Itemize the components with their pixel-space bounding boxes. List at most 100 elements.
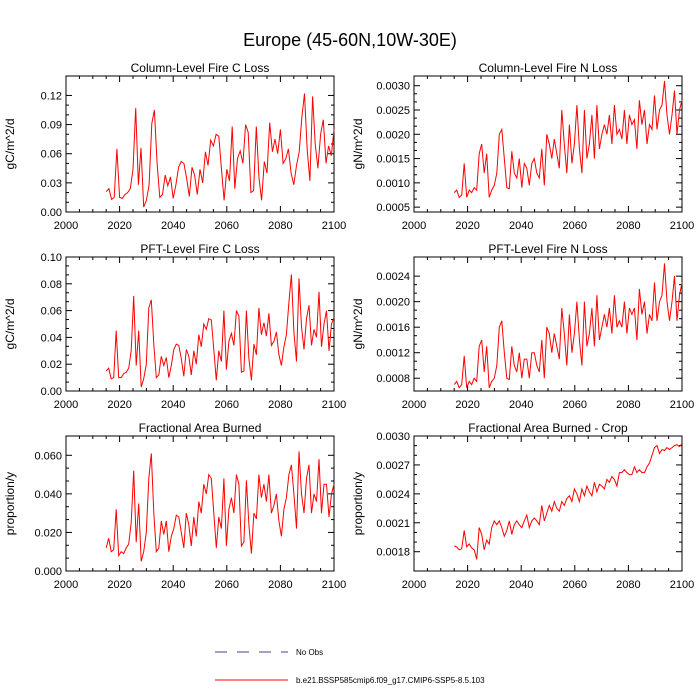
plot-frame bbox=[413, 75, 683, 213]
y-tick-label: 0.00 bbox=[41, 207, 62, 219]
legend-no-obs-label: No Obs bbox=[296, 648, 323, 657]
x-tick-label: 2080 bbox=[616, 579, 640, 591]
y-tick-label: 0.0024 bbox=[376, 489, 410, 501]
x-tick-label: 2040 bbox=[161, 579, 185, 591]
y-tick-label: 0.08 bbox=[41, 279, 62, 291]
plot-frame bbox=[65, 435, 335, 572]
y-tick-label: 0.020 bbox=[34, 527, 62, 539]
y-tick-label: 0.0018 bbox=[376, 547, 410, 559]
y-tick-label: 0.10 bbox=[41, 252, 62, 264]
y-tick-label: 0.0030 bbox=[376, 81, 410, 93]
y-tick-label: 0.0015 bbox=[376, 154, 410, 166]
y-tick-label: 0.0016 bbox=[376, 322, 410, 334]
chart-panel-2: Column-Level Fire N Loss gN/m^2/d 2000 2020… bbox=[351, 61, 694, 232]
legend: No Obs b.e21.BSSP585cmip6.f09_g17.CMIP6-… bbox=[215, 648, 485, 685]
y-tick-label: 0.0020 bbox=[376, 129, 410, 141]
y-tick-label: 0.0012 bbox=[376, 348, 410, 360]
x-tick-label: 2040 bbox=[509, 220, 533, 232]
x-tick-label: 2020 bbox=[455, 220, 479, 232]
x-tick-label: 2080 bbox=[616, 220, 640, 232]
plot-frame bbox=[413, 256, 683, 392]
y-axis-label: gN/m^2/d bbox=[351, 299, 365, 350]
x-tick-label: 2080 bbox=[268, 579, 292, 591]
x-tick-label: 2040 bbox=[509, 399, 533, 411]
x-tick-label: 2100 bbox=[322, 220, 346, 232]
chart-panel-4: PFT-Level Fire N Loss gN/m^2/d 2000 2020 204… bbox=[351, 242, 694, 411]
chart-panel-1: Column-Level Fire C Loss gC/m^2/d 2000 2020… bbox=[3, 61, 346, 232]
series-line-1 bbox=[105, 274, 335, 388]
panel-title: PFT-Level Fire N Loss bbox=[488, 242, 607, 256]
chart-panel-3: PFT-Level Fire C Loss gC/m^2/d 2000 2020 204… bbox=[3, 242, 346, 411]
y-tick-label: 0.04 bbox=[41, 332, 62, 344]
x-tick-label: 2080 bbox=[268, 399, 292, 411]
y-tick-label: 0.00 bbox=[41, 386, 62, 398]
y-tick-label: 0.0024 bbox=[376, 271, 410, 283]
y-tick-label: 0.040 bbox=[34, 489, 62, 501]
y-tick-label: 0.000 bbox=[34, 566, 62, 578]
legend-model-label: b.e21.BSSP585cmip6.f09_g17.CMIP6-SSP5-8.… bbox=[296, 676, 485, 685]
y-tick-label: 0.02 bbox=[41, 359, 62, 371]
x-tick-label: 2100 bbox=[670, 579, 694, 591]
y-tick-label: 0.03 bbox=[41, 178, 62, 190]
x-tick-label: 2000 bbox=[402, 579, 426, 591]
y-tick-label: 0.0025 bbox=[376, 105, 410, 117]
x-tick-label: 2040 bbox=[161, 399, 185, 411]
x-tick-label: 2100 bbox=[670, 399, 694, 411]
y-axis-label: proportion/y bbox=[351, 472, 365, 535]
x-tick-label: 2020 bbox=[455, 399, 479, 411]
x-tick-label: 2040 bbox=[509, 579, 533, 591]
x-tick-label: 2100 bbox=[322, 399, 346, 411]
page-title: Europe (45-60N,10W-30E) bbox=[243, 30, 457, 50]
y-axis-label: proportion/y bbox=[3, 472, 17, 535]
x-tick-label: 2000 bbox=[402, 399, 426, 411]
x-tick-label: 2060 bbox=[215, 579, 239, 591]
y-tick-label: 0.0005 bbox=[376, 202, 410, 214]
series-line-1 bbox=[105, 93, 335, 208]
y-tick-label: 0.0008 bbox=[376, 373, 410, 385]
chart-panel-6: Fractional Area Burned - Crop proportion/… bbox=[351, 421, 694, 591]
panel-title: Fractional Area Burned - Crop bbox=[468, 421, 628, 435]
series-line-1 bbox=[453, 80, 683, 199]
y-tick-label: 0.12 bbox=[41, 90, 62, 102]
x-tick-label: 2000 bbox=[54, 399, 78, 411]
x-tick-label: 2080 bbox=[268, 220, 292, 232]
x-tick-label: 2000 bbox=[54, 220, 78, 232]
x-tick-label: 2020 bbox=[107, 399, 131, 411]
x-tick-label: 2100 bbox=[322, 579, 346, 591]
series-line-1 bbox=[453, 263, 683, 389]
panel-title: PFT-Level Fire C Loss bbox=[140, 242, 259, 256]
panel-title: Column-Level Fire N Loss bbox=[479, 61, 618, 75]
series-line-1 bbox=[105, 451, 335, 562]
y-tick-label: 0.060 bbox=[34, 450, 62, 462]
panel-title: Column-Level Fire C Loss bbox=[131, 61, 270, 75]
series-line-1 bbox=[454, 443, 683, 560]
x-tick-label: 2060 bbox=[563, 399, 587, 411]
x-tick-label: 2020 bbox=[107, 579, 131, 591]
y-tick-label: 0.09 bbox=[41, 120, 62, 132]
x-tick-label: 2060 bbox=[563, 220, 587, 232]
panel-title: Fractional Area Burned bbox=[139, 421, 262, 435]
plot-frame bbox=[413, 435, 683, 572]
y-tick-label: 0.0030 bbox=[376, 431, 410, 443]
y-axis-label: gC/m^2/d bbox=[3, 299, 17, 350]
x-tick-label: 2100 bbox=[670, 220, 694, 232]
y-tick-label: 0.06 bbox=[41, 306, 62, 318]
x-tick-label: 2020 bbox=[455, 579, 479, 591]
x-tick-label: 2040 bbox=[161, 220, 185, 232]
x-tick-label: 2060 bbox=[563, 579, 587, 591]
y-axis-label: gC/m^2/d bbox=[3, 119, 17, 170]
chart-panel-5: Fractional Area Burned proportion/y 2000 20… bbox=[3, 421, 346, 591]
x-tick-label: 2020 bbox=[107, 220, 131, 232]
y-tick-label: 0.0021 bbox=[376, 518, 410, 530]
y-tick-label: 0.06 bbox=[41, 149, 62, 161]
y-axis-label: gN/m^2/d bbox=[351, 119, 365, 170]
y-tick-label: 0.0010 bbox=[376, 178, 410, 190]
x-tick-label: 2060 bbox=[215, 220, 239, 232]
x-tick-label: 2060 bbox=[215, 399, 239, 411]
x-tick-label: 2000 bbox=[402, 220, 426, 232]
x-tick-label: 2080 bbox=[616, 399, 640, 411]
y-tick-label: 0.0027 bbox=[376, 460, 410, 472]
x-tick-label: 2000 bbox=[54, 579, 78, 591]
y-tick-label: 0.0020 bbox=[376, 297, 410, 309]
